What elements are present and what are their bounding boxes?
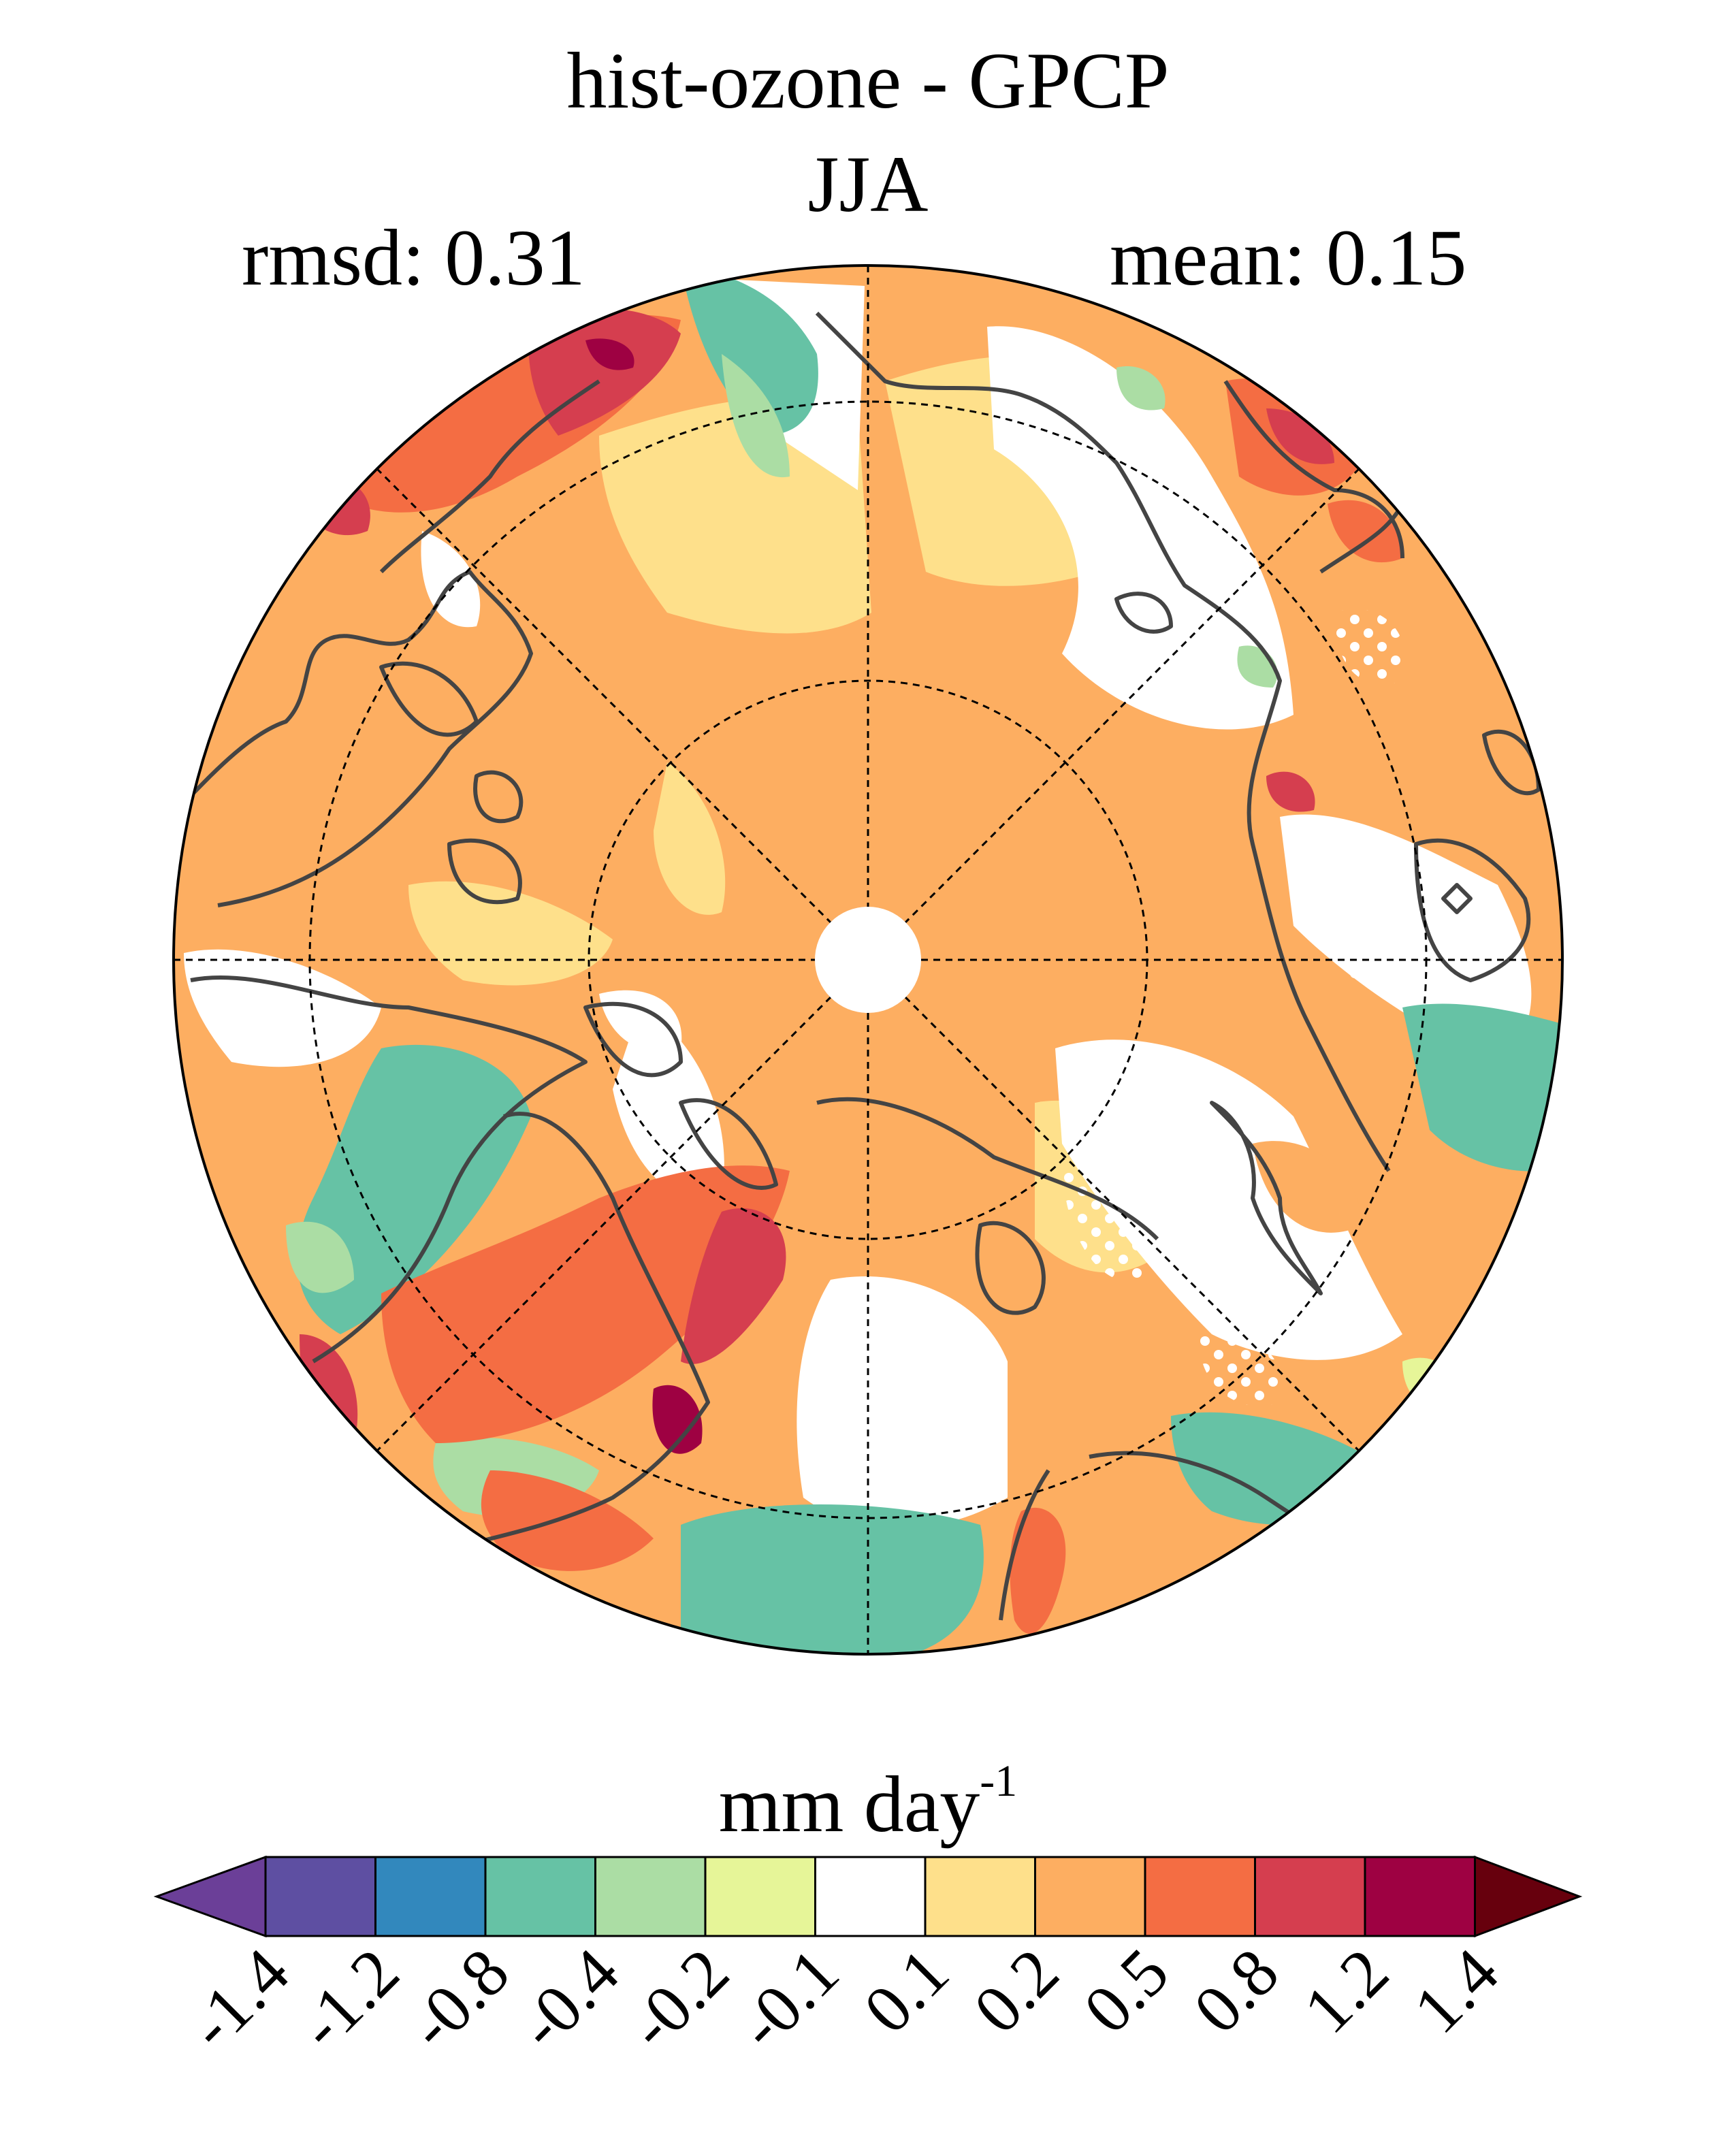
- graticule: [174, 265, 1562, 1654]
- unit-base: mm day: [718, 1760, 980, 1849]
- colorbar-segment: [374, 1856, 487, 1937]
- field-neg-top: [681, 265, 818, 436]
- field-light-center: [654, 762, 726, 915]
- colorbar-segment: [814, 1856, 927, 1937]
- field-white-northeast: [987, 326, 1293, 730]
- colorbar-tick-label: 0.1: [850, 1934, 963, 2048]
- colorbar-tick-label: 1.4: [1399, 1934, 1513, 2048]
- colorbar-segment: [1034, 1856, 1146, 1937]
- colorbar-segment: [594, 1856, 707, 1937]
- field-pos-aleutian: [481, 1470, 654, 1571]
- stipple-southeast: [1062, 1157, 1146, 1282]
- field-white-south-center: [613, 1007, 724, 1201]
- colorbar-over-triangle: [1474, 1855, 1583, 1938]
- colorbar-segment: [704, 1856, 816, 1937]
- plot-title: hist-ozone - GPCP: [566, 36, 1170, 125]
- colorbar-segment: [1254, 1856, 1366, 1937]
- field-pos-norway-strong: [1266, 408, 1334, 464]
- colorbar-tick-label: 1.2: [1289, 1934, 1403, 2048]
- unit-exponent: -1: [980, 1756, 1018, 1806]
- colorbar-segment: [924, 1856, 1036, 1937]
- field-pos-labrador: [293, 472, 370, 536]
- field-pos-pacific: [381, 1165, 790, 1443]
- colorbar-segment: [1364, 1856, 1476, 1937]
- colorbar-segment: [264, 1856, 376, 1937]
- colorbar-tick-label: 0.2: [959, 1934, 1073, 2048]
- field-neg-top-light: [722, 354, 790, 478]
- field-pos-siberia-inner: [1253, 1141, 1362, 1233]
- field-pos-atlantic-max: [585, 338, 634, 370]
- field-pos-kara: [1266, 771, 1315, 812]
- colorbar-tick-label: 0.8: [1179, 1934, 1293, 2048]
- colorbar-tick-label: -1.4: [174, 1934, 303, 2063]
- field-pos-pacific-max: [652, 1385, 703, 1454]
- field-pos-kamchatka: [681, 1208, 786, 1364]
- season-label: JJA: [807, 140, 929, 229]
- stipple-south: [1198, 1332, 1283, 1406]
- mean-label: mean: 0.15: [1110, 213, 1467, 302]
- coastlines: [174, 311, 1541, 1621]
- colorbar-tick-label: 0.5: [1070, 1934, 1183, 2048]
- field-neg-northamerica-light: [286, 1221, 354, 1293]
- colorbar-tick-label: -0.2: [613, 1934, 743, 2063]
- field-white-southeast: [1055, 1039, 1402, 1360]
- colorbar: -1.4-1.2-0.8-0.4-0.2-0.10.10.20.50.81.21…: [153, 1855, 1583, 2064]
- colorbar-unit-label: mm day-1: [0, 1759, 1736, 1845]
- colorbar-segment: [1144, 1856, 1256, 1937]
- map-boundary: [172, 264, 1564, 1656]
- field-neg-pacific: [681, 1504, 984, 1654]
- field-white-south: [797, 1276, 1008, 1528]
- colorbar-tick-label: -0.8: [393, 1934, 523, 2063]
- rmsd-label: rmsd: 0.31: [242, 213, 585, 302]
- field-neg-greenland-sea: [1116, 366, 1166, 410]
- colorbar-tick-label: -1.2: [284, 1934, 413, 2063]
- colorbar-under-triangle: [153, 1855, 267, 1938]
- field-pos-scandinavia: [1328, 500, 1402, 563]
- pole-mask: [815, 907, 921, 1013]
- field-light-north: [599, 397, 871, 634]
- colorbar-tick-label: -0.1: [724, 1934, 853, 2063]
- stipple-east: [1293, 855, 1470, 990]
- colorbar-tick-label: -0.4: [504, 1934, 633, 2063]
- colorbar-segment: [484, 1856, 596, 1937]
- field-neg-northamerica: [297, 1044, 531, 1334]
- stipple-northeast: [1334, 609, 1405, 685]
- field-pos-east-asia: [1010, 1507, 1066, 1634]
